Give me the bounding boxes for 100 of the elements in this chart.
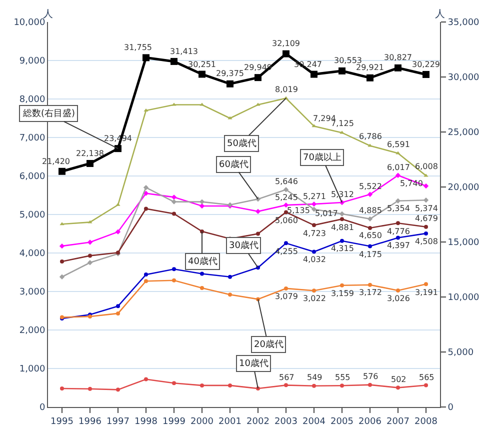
point — [255, 208, 261, 214]
data-label: 4,508 — [415, 237, 438, 246]
point — [339, 211, 345, 216]
point — [228, 292, 232, 297]
text: 60歳代 — [219, 159, 248, 170]
data-label: 6,591 — [387, 140, 410, 149]
point — [88, 254, 92, 258]
data-label: 3,026 — [387, 294, 410, 303]
data-label: 5,522 — [359, 182, 382, 191]
y-tick-label: 10,000 — [14, 18, 46, 28]
x-tick-label: 2007 — [386, 416, 410, 427]
data-label: 3,079 — [275, 292, 298, 301]
data-label: 3,191 — [415, 288, 438, 297]
data-label: 3,172 — [359, 288, 382, 297]
data-label: 30,229 — [412, 60, 440, 69]
data-label: 6,008 — [415, 162, 438, 171]
data-label: 3,159 — [331, 289, 354, 298]
data-label: 4,175 — [359, 250, 382, 259]
point — [172, 212, 176, 216]
data-label: 4,255 — [275, 247, 298, 256]
point — [87, 240, 93, 245]
data-label: 6,786 — [359, 132, 382, 141]
text: 総数(右目盛) — [22, 108, 76, 119]
point — [228, 383, 232, 388]
x-tick-label: 2005 — [330, 416, 354, 427]
y2-tick-label: 35,000 — [448, 18, 480, 28]
point — [283, 187, 289, 192]
text: 50歳代 — [227, 138, 256, 149]
point — [311, 201, 317, 207]
data-label: 6,017 — [387, 163, 410, 172]
y-tick-label: 4,000 — [19, 249, 46, 260]
point — [170, 58, 178, 65]
point — [368, 226, 372, 230]
y2-tick-label: 10,000 — [448, 293, 480, 304]
point — [340, 384, 344, 388]
x-tick-label: 1996 — [78, 416, 102, 427]
point — [424, 282, 428, 286]
point — [172, 267, 176, 272]
x-tick-label: 1999 — [162, 416, 186, 427]
x-tick-label: 1997 — [106, 416, 130, 427]
point — [396, 386, 400, 390]
point — [115, 229, 121, 234]
data-label: 5,740 — [400, 179, 423, 188]
point — [60, 386, 64, 391]
data-label: 567 — [279, 373, 294, 382]
data-label: 8,019 — [275, 85, 298, 94]
point — [116, 304, 120, 308]
data-label: 31,413 — [170, 47, 198, 56]
point — [284, 241, 288, 246]
point — [310, 70, 318, 78]
point — [367, 216, 373, 222]
point — [114, 145, 122, 152]
data-label: 576 — [363, 372, 378, 381]
y2-tick-label: 20,000 — [448, 183, 480, 194]
data-label: 4,885 — [359, 206, 382, 215]
point — [422, 70, 430, 78]
data-label: 5,271 — [303, 192, 326, 201]
point — [312, 223, 316, 228]
point — [60, 259, 64, 264]
point — [368, 382, 372, 387]
y2-tick-label: 25,000 — [448, 128, 480, 138]
point — [311, 206, 317, 212]
point — [171, 194, 177, 200]
data-label: 565 — [419, 373, 434, 382]
point — [87, 260, 93, 266]
y-tick-label: 3,000 — [19, 288, 46, 298]
point — [116, 388, 120, 392]
y-tick-label: 7,000 — [19, 134, 46, 144]
point — [312, 384, 316, 388]
text: 70歳以上 — [303, 152, 342, 163]
data-label: 4,723 — [303, 229, 326, 238]
data-label: 4,397 — [387, 241, 410, 250]
x-tick-label: 2000 — [190, 416, 214, 427]
y-tick-label: 2,000 — [19, 326, 46, 336]
data-label: 30,553 — [334, 56, 362, 65]
y2-tick-label: 5,000 — [448, 348, 474, 358]
data-label: 31,755 — [124, 43, 152, 52]
y2-tick-label: 0 — [448, 403, 454, 414]
point — [116, 202, 120, 206]
point — [394, 64, 402, 72]
point — [143, 184, 149, 190]
data-label: 3,022 — [303, 294, 326, 303]
text: 20歳代 — [254, 339, 284, 350]
text: 40歳代 — [188, 256, 218, 267]
data-label: 5,374 — [415, 204, 438, 213]
data-label: 5,135 — [287, 206, 310, 215]
x-tick-label: 2003 — [274, 416, 298, 427]
data-label: 5,245 — [275, 193, 298, 202]
data-label: 32,109 — [272, 39, 300, 48]
y-tick-label: 6,000 — [19, 172, 46, 182]
point — [283, 202, 289, 208]
x-tick-label: 1998 — [134, 416, 158, 427]
x-tick-label: 2001 — [218, 416, 242, 427]
point — [284, 383, 288, 388]
point — [396, 221, 400, 226]
point — [228, 274, 232, 279]
point — [226, 80, 234, 88]
point — [144, 108, 148, 112]
data-label: 4,881 — [331, 223, 354, 232]
x-tick-label: 2006 — [358, 416, 382, 427]
